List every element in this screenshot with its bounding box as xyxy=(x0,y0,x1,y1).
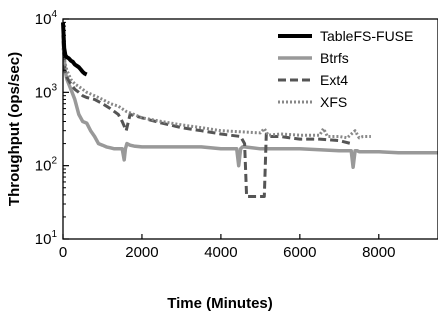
x-tick-label: 6000 xyxy=(283,244,316,261)
legend: TableFS-FUSE Btrfs Ext4 XFS xyxy=(278,28,413,110)
legend-label: TableFS-FUSE xyxy=(320,28,413,44)
series-line-2 xyxy=(61,40,352,198)
x-tick-label: 4000 xyxy=(204,244,237,261)
y-tick-label: 102 xyxy=(35,156,58,175)
legend-label: XFS xyxy=(320,94,347,110)
x-tick-label: 0 xyxy=(59,244,67,261)
x-tick-label: 8000 xyxy=(362,244,395,261)
series-line-3 xyxy=(61,48,371,140)
y-axis-title: Throughput (ops/sec) xyxy=(6,52,23,206)
legend-label: Btrfs xyxy=(320,50,349,66)
plot-frame xyxy=(62,18,438,240)
y-tick-label: 101 xyxy=(35,229,58,248)
y-tick-label: 104 xyxy=(35,9,58,28)
x-axis-ticks: 0 2000 4000 6000 8000 xyxy=(59,234,395,261)
x-axis-title: Time (Minutes) xyxy=(167,295,273,312)
series-line-1 xyxy=(61,35,438,170)
series-line-0 xyxy=(61,22,88,77)
y-axis-ticks: 101 102 103 104 xyxy=(35,9,69,248)
y-tick-label: 103 xyxy=(35,82,58,101)
legend-label: Ext4 xyxy=(320,72,348,88)
plot-lines xyxy=(61,22,438,198)
x-tick-label: 2000 xyxy=(125,244,158,261)
